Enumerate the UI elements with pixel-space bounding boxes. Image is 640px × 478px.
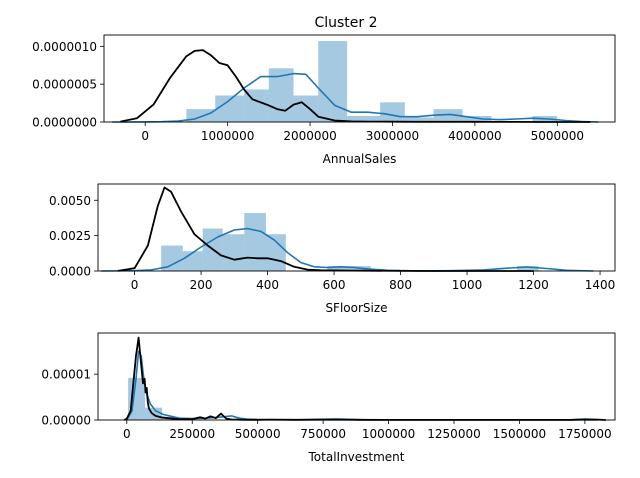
y-tick-label: 0.0000010 bbox=[32, 40, 97, 54]
x-axis-label: AnnualSales bbox=[323, 152, 397, 166]
axes-frame bbox=[103, 34, 616, 123]
x-tick-label: 1500000 bbox=[493, 427, 546, 441]
x-tick-label: 1200 bbox=[518, 278, 549, 292]
x-tick-label: 0 bbox=[131, 278, 139, 292]
hist-bar bbox=[293, 95, 319, 122]
x-tick-label: 500000 bbox=[235, 427, 281, 441]
subplot-3: 0 250000 500000 750000 1000000 1250000 1500000… bbox=[41, 332, 616, 464]
x-tick-label: 1000 bbox=[452, 278, 483, 292]
hist-bar bbox=[380, 102, 405, 122]
y-tick-label: 0.0000005 bbox=[32, 78, 97, 92]
hist-bar bbox=[327, 266, 371, 271]
hist-bar bbox=[182, 251, 203, 271]
hist-bar bbox=[161, 245, 183, 271]
hist-bar bbox=[244, 213, 266, 271]
x-tick-label: 0 bbox=[141, 129, 149, 143]
hist-bar bbox=[347, 115, 381, 122]
x-tick-label: 1000000 bbox=[362, 427, 415, 441]
x-tick-label: 5000000 bbox=[531, 129, 584, 143]
y-tick-label: 0.00001 bbox=[41, 368, 91, 382]
x-tick-label: 1250000 bbox=[427, 427, 480, 441]
y-tick-label: 0.00000 bbox=[41, 414, 91, 428]
x-tick-label: 600 bbox=[323, 278, 346, 292]
hist-bar bbox=[265, 234, 286, 271]
subplot-2: 0 200 400 600 800 1000 1200 1400 0.0000 0.0025 0.0… bbox=[49, 183, 616, 315]
hist-bar bbox=[462, 115, 492, 122]
kde-line-black bbox=[123, 336, 606, 421]
x-tick-label: 2000000 bbox=[283, 129, 336, 143]
x-axis-label: SFloorSize bbox=[325, 301, 387, 315]
subplots: 0 1000000 2000000 3000000 4000000 50000000.00… bbox=[32, 34, 616, 464]
x-tick-label: 1000000 bbox=[201, 129, 254, 143]
axes-frame bbox=[97, 183, 616, 272]
kde-line-blue bbox=[126, 350, 598, 421]
x-axis-label: TotalInvestment bbox=[308, 450, 405, 464]
axes-frame bbox=[97, 332, 616, 421]
x-tick-label: 750000 bbox=[300, 427, 346, 441]
hist-bar bbox=[222, 234, 245, 271]
x-tick-label: 400 bbox=[256, 278, 279, 292]
subplot-1: 0 1000000 2000000 3000000 4000000 5000000 0.00… bbox=[32, 34, 616, 166]
x-tick-label: 250000 bbox=[169, 427, 215, 441]
hist-bar bbox=[318, 41, 348, 123]
kde-line-blue bbox=[101, 227, 594, 272]
x-tick-label: 800 bbox=[389, 278, 412, 292]
x-tick-label: 1750000 bbox=[558, 427, 611, 441]
kde-line-blue bbox=[112, 72, 599, 123]
x-tick-label: 200 bbox=[190, 278, 213, 292]
hist-bar bbox=[433, 109, 463, 122]
y-tick-label: 0.0000000 bbox=[32, 116, 97, 130]
x-tick-label: 3000000 bbox=[366, 129, 419, 143]
hist-bar bbox=[404, 117, 434, 122]
y-tick-label: 0.0050 bbox=[49, 194, 91, 208]
y-tick-label: 0.0000 bbox=[49, 265, 91, 279]
hist-bar bbox=[516, 266, 539, 271]
x-tick-label: 4000000 bbox=[448, 129, 501, 143]
x-tick-label: 0 bbox=[123, 427, 131, 441]
chart-title: Cluster 2 bbox=[314, 15, 377, 31]
y-tick-label: 0.0025 bbox=[49, 229, 91, 243]
x-tick-label: 1400 bbox=[585, 278, 616, 292]
